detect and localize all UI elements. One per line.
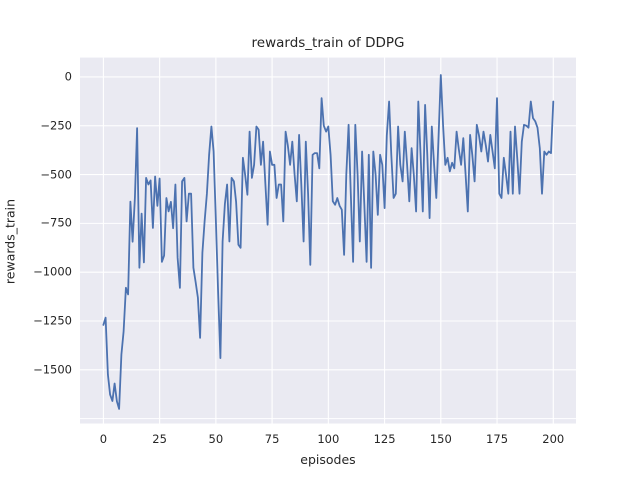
y-tick-label: −1000 xyxy=(33,264,72,279)
x-axis-label: episodes xyxy=(300,452,356,467)
x-tick-label: 125 xyxy=(373,432,396,446)
y-tick-label: 0 xyxy=(64,69,72,84)
x-tick-label: 100 xyxy=(317,432,340,446)
line-series-rewards-train xyxy=(102,74,555,410)
x-tick-label: 200 xyxy=(542,432,565,446)
chart-title: rewards_train of DDPG xyxy=(251,35,405,51)
x-tick-label: 25 xyxy=(152,432,167,446)
y-tick-label: −750 xyxy=(40,215,72,230)
y-tick-label: −250 xyxy=(40,118,72,133)
x-tick-label: 75 xyxy=(264,432,280,446)
x-tick-label: 150 xyxy=(429,432,452,446)
y-tick-label: −500 xyxy=(40,167,72,182)
x-tick-label: 50 xyxy=(208,432,224,446)
x-tick-label: 0 xyxy=(99,432,108,446)
y-tick-label: −1250 xyxy=(33,313,72,328)
x-tick-label: 175 xyxy=(486,432,509,446)
y-tick-label: −1500 xyxy=(33,362,72,377)
